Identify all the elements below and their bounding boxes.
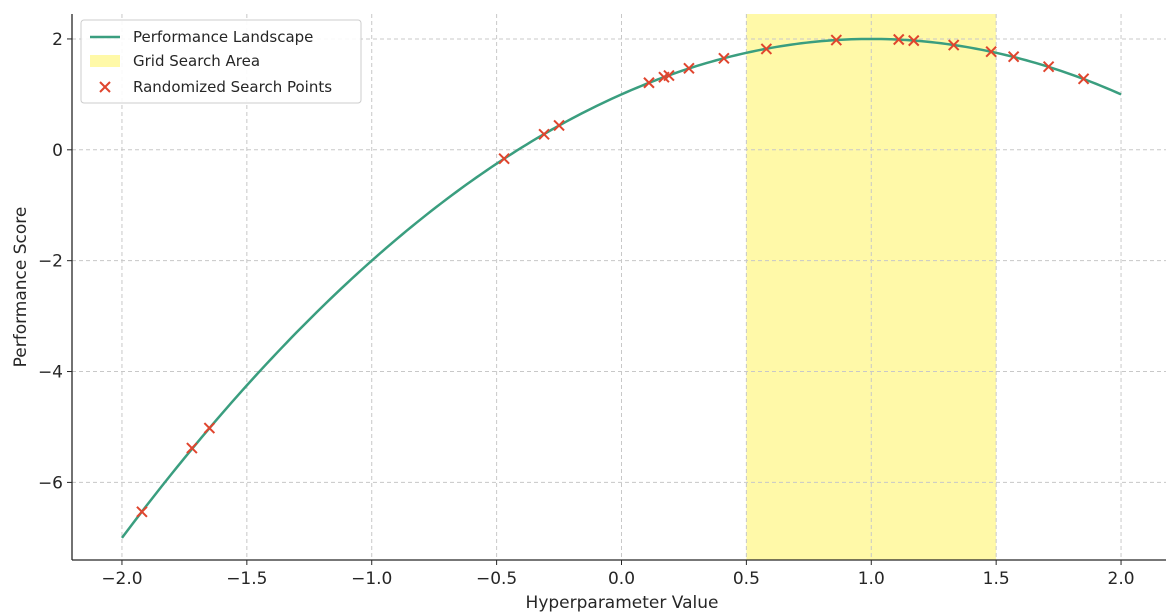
search-point-marker — [186, 442, 198, 454]
x-axis-ticks: −2.0 −1.5 −1.0 −0.5 0.0 0.5 1.0 1.5 2.0 — [101, 560, 1135, 589]
search-point-marker — [136, 506, 148, 518]
legend-label-line: Performance Landscape — [133, 28, 313, 46]
search-point-marker — [947, 39, 960, 51]
y-axis-ticks: −6 −4 −2 0 2 — [38, 30, 72, 493]
grid — [72, 14, 1166, 560]
search-point-marker — [985, 45, 997, 58]
search-point-marker — [683, 62, 695, 75]
x-tick-label: 1.0 — [858, 569, 885, 589]
legend: Performance Landscape Grid Search Area R… — [80, 19, 362, 104]
x-tick-label: 1.5 — [983, 569, 1010, 589]
legend-label-scatter: Randomized Search Points — [133, 78, 332, 96]
x-tick-label: −0.5 — [476, 569, 517, 589]
search-point-marker — [203, 422, 216, 434]
legend-marker-swatch — [99, 81, 111, 93]
legend-frame — [80, 19, 362, 104]
search-point-marker — [908, 34, 920, 47]
search-point-marker — [643, 77, 655, 89]
search-points — [136, 33, 1090, 518]
x-tick-label: −1.5 — [226, 569, 267, 589]
legend-label-region: Grid Search Area — [133, 52, 260, 70]
x-tick-label: 2.0 — [1108, 569, 1135, 589]
search-point-marker — [830, 34, 843, 46]
y-axis-title: Performance Score — [11, 207, 31, 368]
x-tick-label: 0.5 — [733, 569, 760, 589]
search-point-marker — [893, 33, 905, 46]
x-tick-label: −2.0 — [101, 569, 142, 589]
search-point-marker — [760, 43, 773, 55]
legend-region-swatch — [90, 55, 120, 67]
y-tick-label: 0 — [52, 141, 63, 161]
axes — [71, 14, 1166, 561]
x-axis-title: Hyperparameter Value — [526, 593, 719, 612]
search-point-marker — [1007, 50, 1020, 63]
search-point-marker — [1042, 60, 1055, 73]
y-tick-label: −6 — [38, 473, 63, 493]
search-point-marker — [553, 119, 565, 132]
x-tick-label: 0.0 — [608, 569, 635, 589]
y-tick-label: 2 — [52, 30, 63, 50]
plot-area: −2.0 −1.5 −1.0 −0.5 0.0 0.5 1.0 1.5 2.0 −6 −4 −2 0 2 — [38, 14, 1166, 589]
search-point-marker — [718, 52, 730, 65]
x-tick-label: −1.0 — [351, 569, 392, 589]
search-point-marker — [538, 128, 550, 140]
search-point-marker — [498, 152, 510, 165]
y-tick-label: −2 — [38, 252, 63, 272]
search-point-marker — [1077, 73, 1090, 85]
search-point-marker — [663, 69, 675, 82]
y-tick-label: −4 — [38, 363, 63, 383]
